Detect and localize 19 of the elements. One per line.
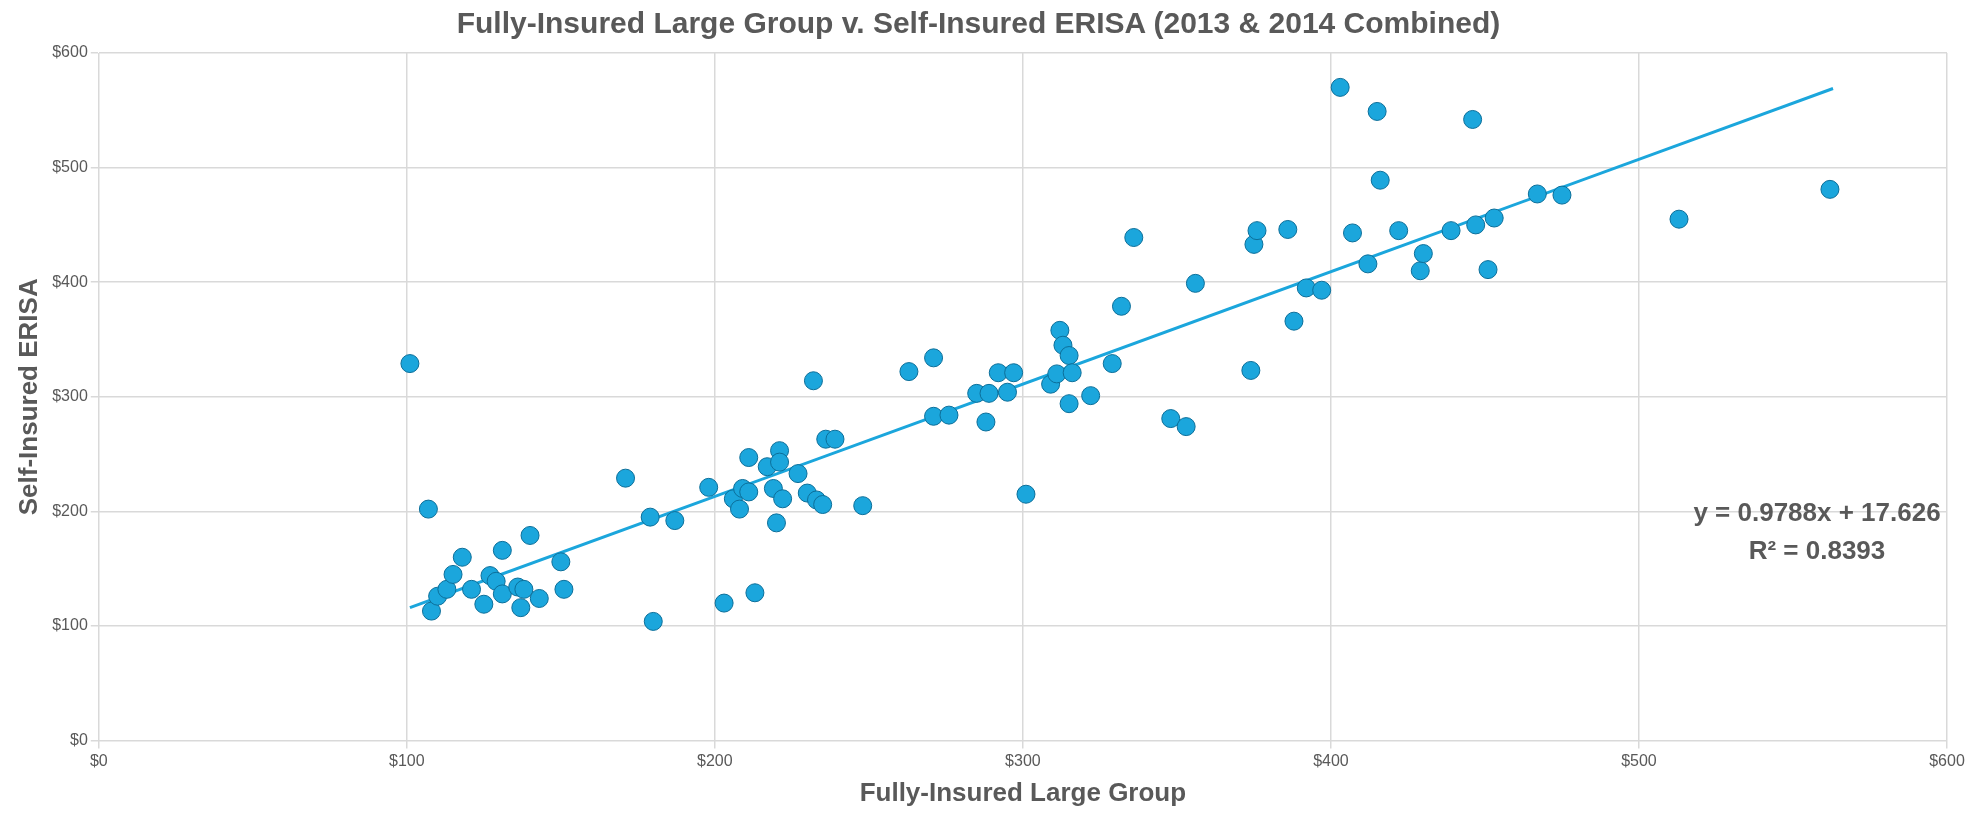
x-tick-label: $500 (1621, 751, 1657, 769)
x-tick-label: $600 (1929, 751, 1965, 769)
y-tick-label: $300 (52, 387, 88, 405)
y-tick-label: $100 (52, 616, 88, 634)
y-tick-label: $500 (52, 158, 88, 176)
x-tick-label: $400 (1313, 751, 1349, 769)
chart-title: Fully-Insured Large Group v. Self-Insured ERISA (2013 & 2014 Combined) (456, 6, 1501, 40)
y-tick-label: $200 (52, 501, 88, 519)
x-tick-label: $200 (697, 751, 733, 769)
x-tick-label: $0 (89, 751, 108, 769)
y-axis-title: Self-Insured ERISA (12, 278, 43, 516)
annotation: R² = 0.8393 (1748, 534, 1886, 565)
annotation: y = 0.9788x + 17.626 (1693, 496, 1941, 527)
y-tick-label: $0 (70, 731, 88, 749)
y-tick-label: $600 (52, 43, 88, 61)
x-axis-title: Fully-Insured Large Group (859, 776, 1187, 807)
y-tick-label: $400 (52, 272, 88, 290)
x-tick-label: $100 (389, 751, 425, 769)
x-tick-label: $300 (1005, 751, 1041, 769)
